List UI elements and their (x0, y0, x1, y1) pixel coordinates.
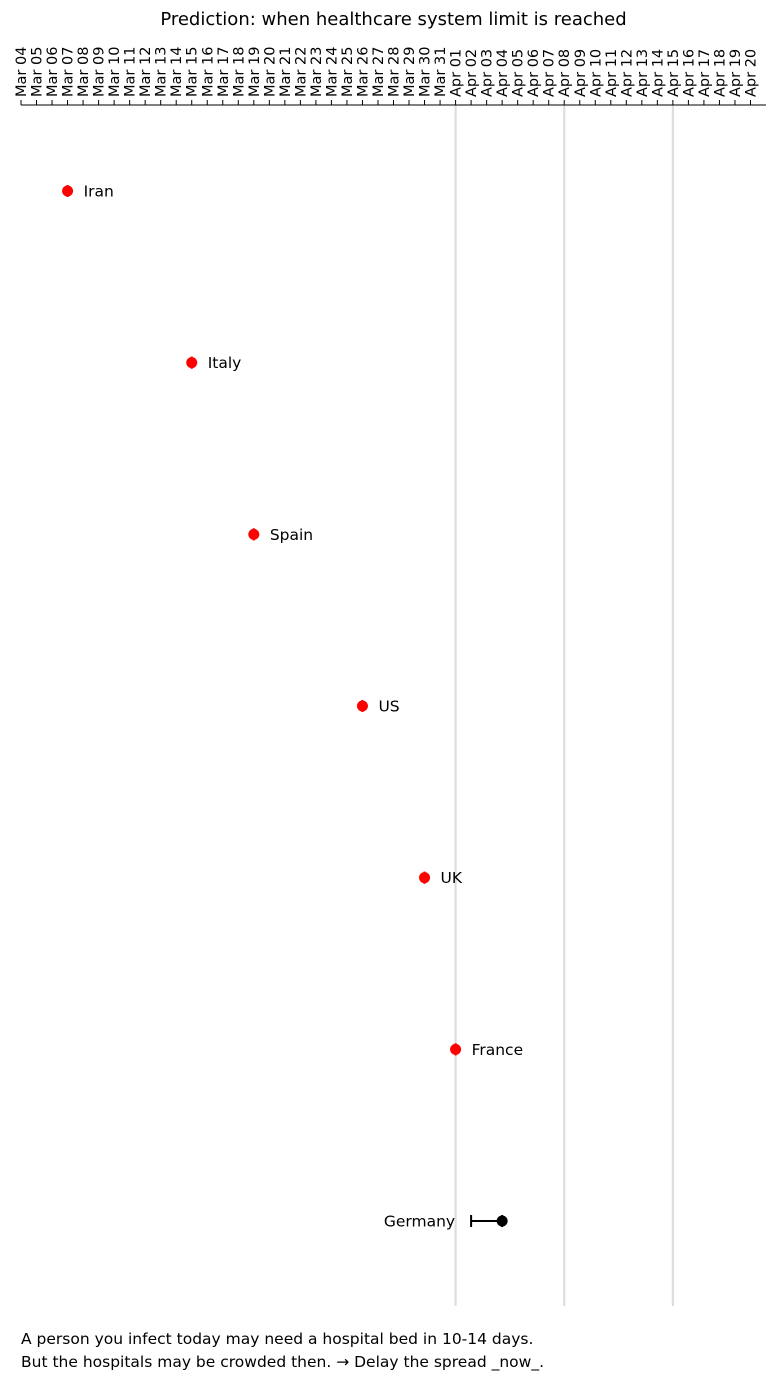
caption-line-2: But the hospitals may be crowded then. →… (21, 1353, 545, 1371)
x-tick-label: Apr 02 (464, 49, 480, 97)
x-tick-label: Apr 12 (619, 49, 635, 97)
point-marker (62, 185, 74, 197)
point-marker (186, 357, 198, 369)
x-tick-label: Mar 22 (293, 47, 309, 97)
x-tick-label: Apr 11 (604, 49, 620, 97)
point-italy: Italy (186, 354, 241, 372)
chart-title: Prediction: when healthcare system limit… (160, 9, 627, 30)
x-tick-label: Mar 14 (169, 47, 185, 97)
point-label: Spain (270, 526, 313, 544)
data-points: Iran Italy Spain US UK France Germany (62, 183, 523, 1231)
x-tick-label: Apr 15 (666, 49, 682, 97)
point-label: Iran (84, 183, 114, 201)
x-tick-label: Mar 11 (123, 47, 139, 97)
x-tick-label: Mar 23 (309, 47, 325, 97)
x-tick-label: Mar 26 (355, 47, 371, 97)
x-tick-label: Mar 27 (371, 47, 387, 97)
x-tick-label: Mar 15 (185, 47, 201, 97)
x-tick-label: Mar 19 (247, 47, 263, 97)
point-label: Italy (208, 354, 242, 372)
x-tick-label: Mar 25 (340, 47, 356, 97)
point-marker (450, 1043, 462, 1055)
x-tick-label: Mar 08 (76, 47, 92, 97)
point-label: Germany (384, 1213, 455, 1231)
x-tick-label: Mar 04 (14, 47, 30, 97)
x-tick-label: Apr 17 (697, 49, 713, 97)
x-tick-label: Mar 31 (433, 47, 449, 97)
point-label: France (472, 1041, 524, 1059)
point-marker (419, 872, 431, 884)
point-germany: Germany (384, 1213, 508, 1231)
reference-lines (454, 105, 674, 1306)
x-tick-label: Apr 19 (728, 49, 744, 97)
x-tick-label: Apr 08 (557, 49, 573, 97)
x-tick-label: Mar 06 (45, 47, 61, 97)
x-tick-label: Apr 13 (635, 49, 651, 97)
x-tick-label: Mar 18 (231, 47, 247, 97)
x-tick-label: Mar 10 (107, 47, 123, 97)
x-tick-label: Mar 21 (278, 47, 294, 97)
point-marker (496, 1215, 508, 1227)
point-france: France (450, 1041, 523, 1059)
x-tick-label: Mar 24 (324, 47, 340, 97)
point-iran: Iran (62, 183, 114, 201)
x-tick-label: Apr 20 (743, 49, 759, 97)
x-tick-label: Apr 16 (681, 49, 697, 97)
x-tick-label: Apr 18 (712, 49, 728, 97)
x-tick-label: Mar 13 (154, 47, 170, 97)
point-marker (248, 528, 260, 540)
x-tick-label: Mar 30 (418, 47, 434, 97)
x-tick-label: Mar 09 (92, 47, 108, 97)
point-spain: Spain (248, 526, 313, 544)
x-tick-label: Mar 17 (216, 47, 232, 97)
x-tick-label: Apr 07 (542, 49, 558, 97)
x-tick-label: Mar 29 (402, 47, 418, 97)
x-tick-label: Apr 10 (588, 49, 604, 97)
caption-line-1: A person you infect today may need a hos… (21, 1330, 534, 1348)
point-marker (356, 700, 368, 712)
x-tick-label: Mar 20 (262, 47, 278, 97)
chart-plot: Mar 04 Mar 05 Mar 06 Mar 07 Mar 08 Mar 09 Mar … (14, 47, 766, 1306)
x-tick-label: Apr 03 (480, 49, 496, 97)
x-tick-label: Apr 14 (650, 49, 666, 97)
x-tick-label: Mar 28 (387, 47, 403, 97)
x-tick-label: Apr 09 (573, 49, 589, 97)
point-uk: UK (419, 869, 463, 887)
x-tick-label: Apr 06 (526, 49, 542, 97)
x-tick-label: Apr 01 (449, 49, 465, 97)
x-tick-label: Mar 16 (200, 47, 216, 97)
point-label: US (378, 698, 399, 716)
x-tick-label: Apr 05 (511, 49, 527, 97)
x-axis: Mar 04 Mar 05 Mar 06 Mar 07 Mar 08 Mar 09 Mar … (14, 47, 766, 106)
x-tick-label: Apr 04 (495, 49, 511, 97)
x-tick-label: Mar 05 (30, 47, 46, 97)
x-tick-label: Mar 12 (138, 47, 154, 97)
point-us: US (356, 698, 400, 716)
x-tick-label: Mar 07 (61, 47, 77, 97)
point-label: UK (441, 869, 463, 887)
